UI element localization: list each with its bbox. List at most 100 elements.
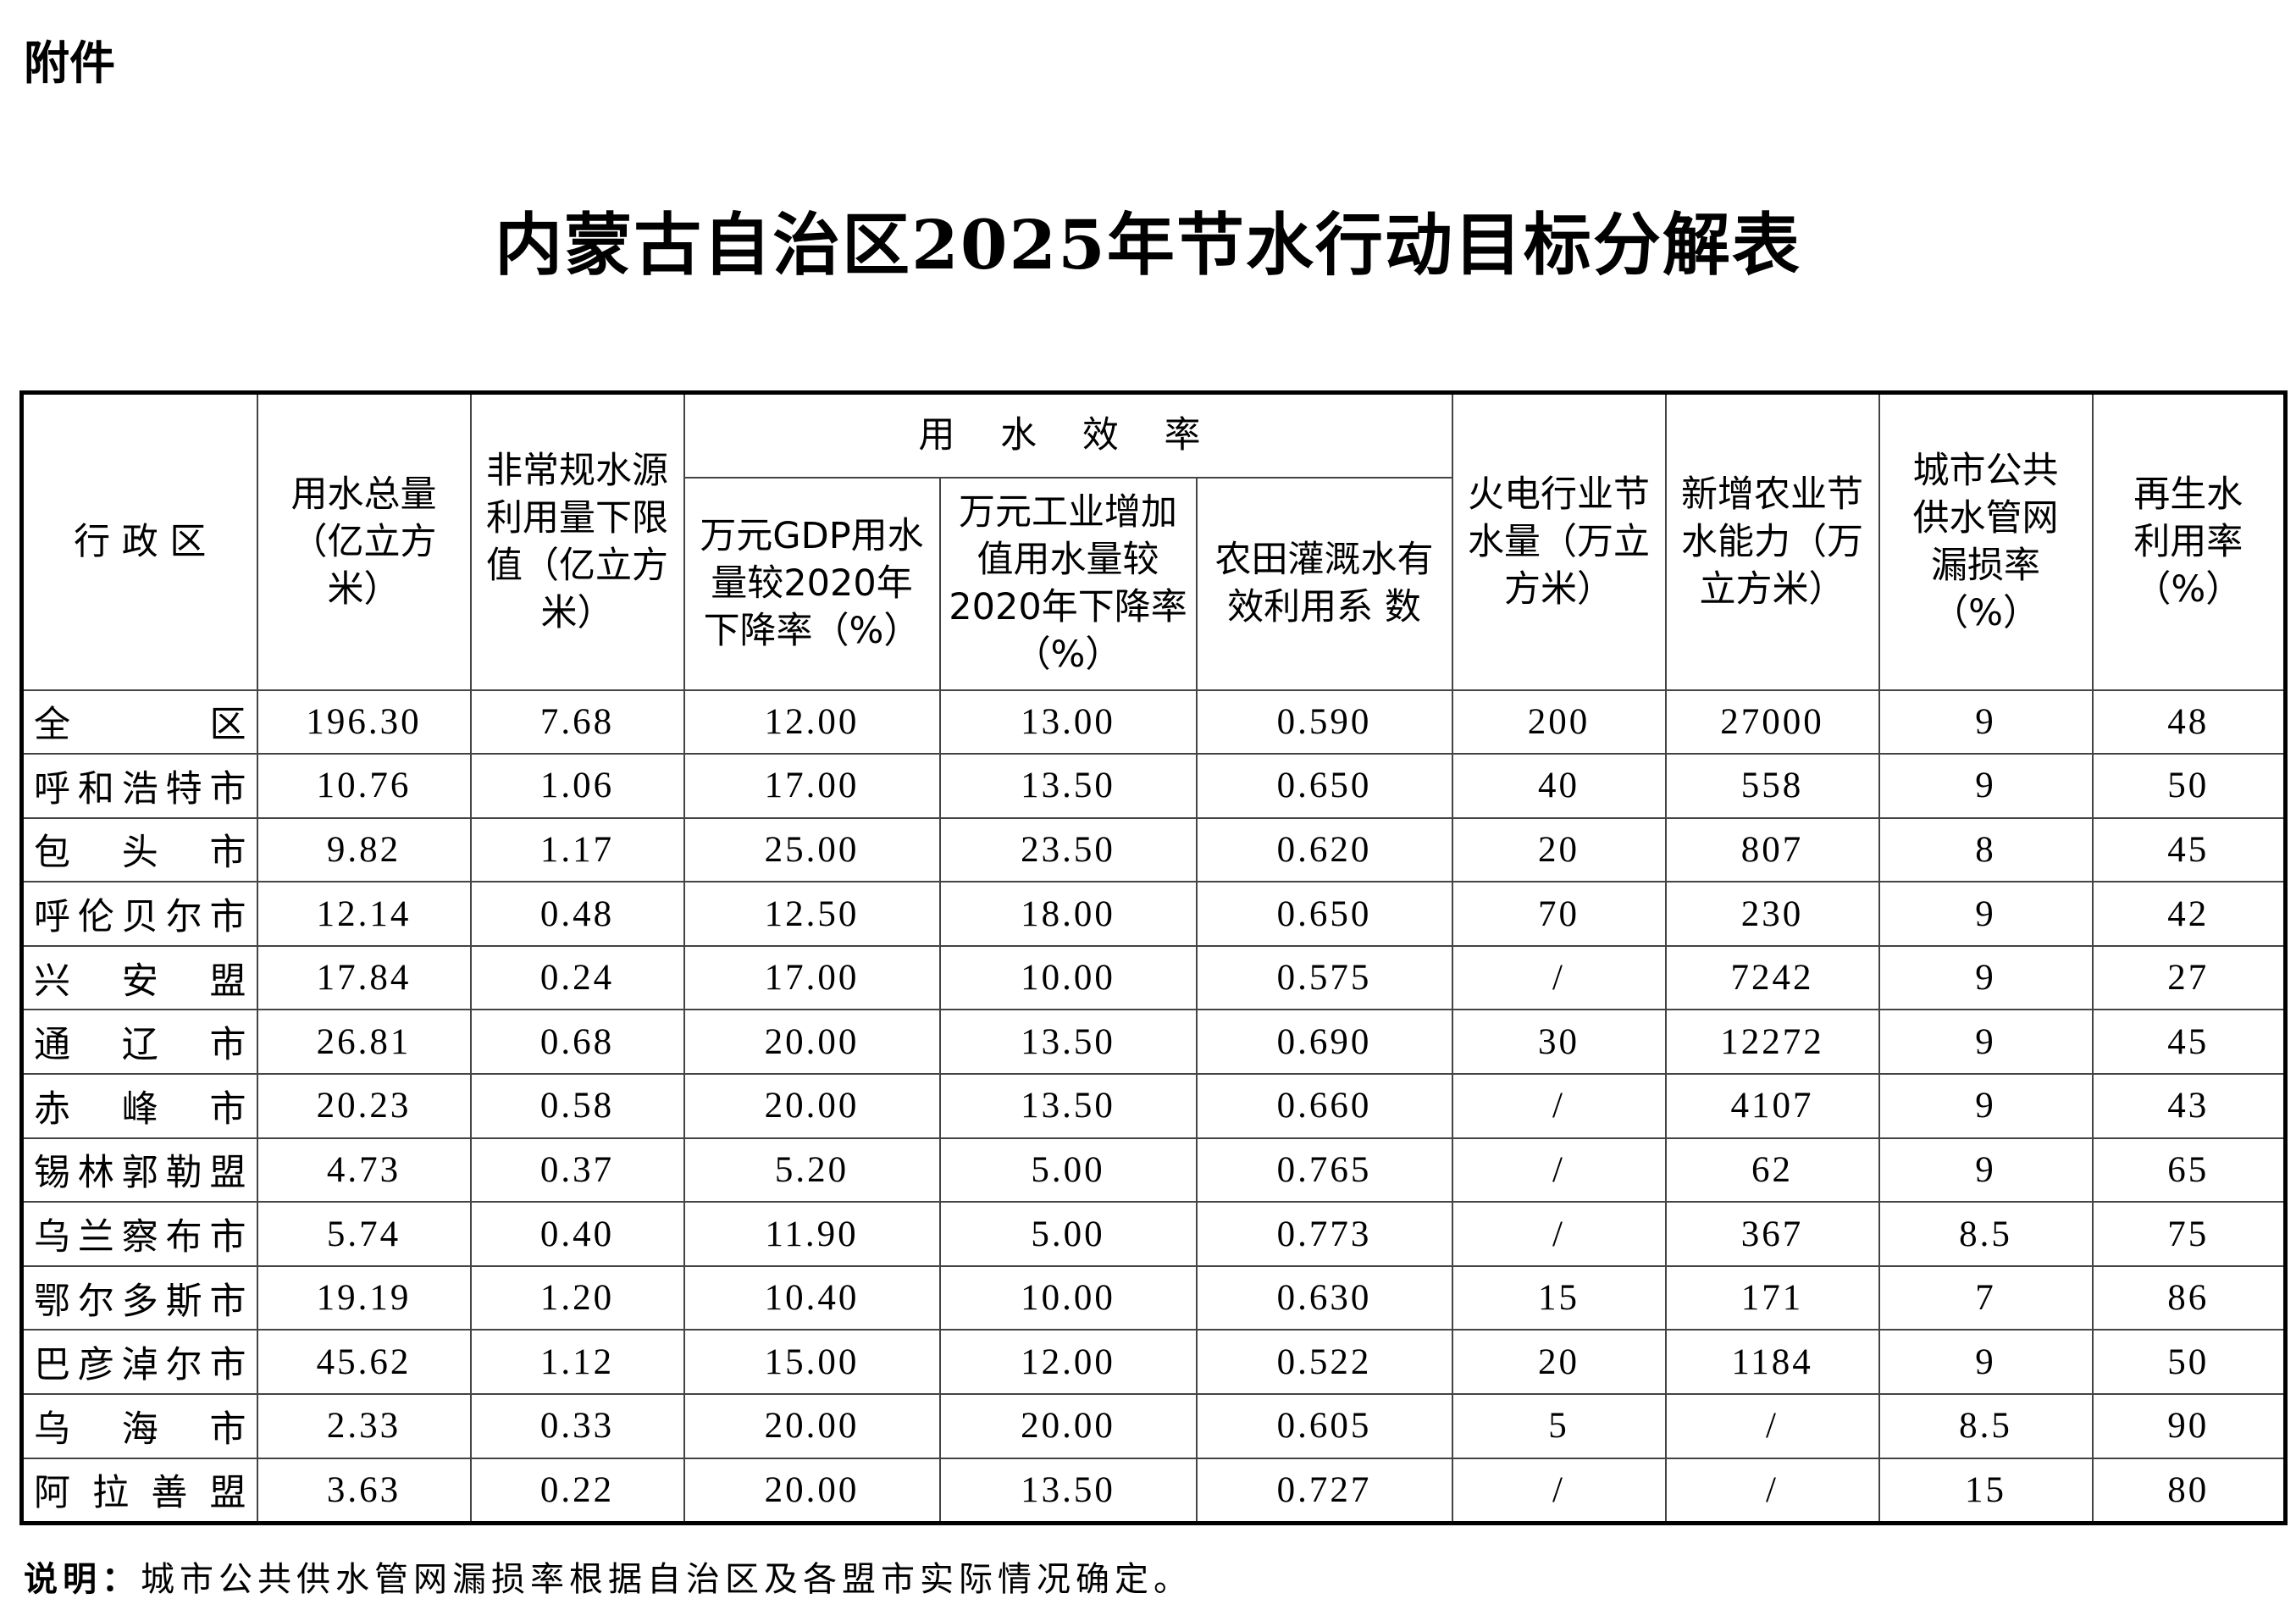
region-name: 鄂尔多斯市 [20,1264,258,1331]
table-cell: 0.40 [469,1201,685,1267]
table-cell: 17.00 [683,753,941,819]
table-cell: 0.58 [469,1073,685,1139]
table-cell: 20.00 [683,1457,941,1524]
table-cell: 5.00 [938,1201,1198,1267]
table-row: 通 辽 市 26.81 0.68 20.00 13.50 0.690 30 12272 9 45 [20,1009,2287,1076]
table-cell: 25.00 [683,816,941,883]
footnote: 说明：城市公共供水管网漏损率根据自治区及各盟市实际情况确定。 [24,1552,1192,1601]
header-gdp-decline: 万元GDP用水量较2020年下降率（%） [683,476,941,691]
table-cell: 171 [1664,1264,1880,1331]
table-cell: 10.40 [683,1264,941,1331]
table-row: 乌 海 市 2.33 0.33 20.00 20.00 0.605 5/8.5 90 [20,1393,2287,1459]
table-cell: 0.575 [1195,944,1453,1011]
table-cell: 20 [1451,816,1667,883]
table-row: 鄂尔多斯市 19.19 1.20 10.40 10.00 0.630 15 171 7 86 [20,1264,2287,1331]
table-row: 全 区 196.30 7.68 12.00 13.00 0.590 200 27000 9 48 [20,689,2287,755]
table-cell: 23.50 [938,816,1198,883]
region-name: 巴彦淖尔市 [20,1329,258,1396]
table-cell: 0.630 [1195,1264,1453,1331]
table-cell: 20.00 [683,1073,941,1139]
header-agri-capacity: 新增农业节水能力（万立方米） [1664,391,1880,691]
table-cell: 50 [2091,753,2287,819]
water-saving-targets-table: 行 政 区 用水总量（亿立方米） 非常规水源利用量下限值（亿立方米） 用 水 效… [19,390,2288,1526]
table-cell: 70 [1451,881,1667,947]
table-row: 兴 安 盟 17.84 0.24 17.00 10.00 0.575/7242 9 27 [20,944,2287,1011]
table-cell: 0.650 [1195,753,1453,819]
table-cell: 40 [1451,753,1667,819]
table-cell: 13.00 [938,689,1198,755]
table-cell: 0.522 [1195,1329,1453,1396]
table-cell: 9 [1878,689,2094,755]
table-cell: 4.73 [256,1137,472,1203]
table-cell: 8.5 [1878,1393,2094,1459]
table-cell: 0.765 [1195,1137,1453,1203]
table-cell: 15 [1878,1457,2094,1524]
table-cell: 230 [1664,881,1880,947]
table-cell: 0.37 [469,1137,685,1203]
table-cell: 1.06 [469,753,685,819]
table-cell: 9 [1878,881,2094,947]
region-name: 乌 海 市 [20,1393,258,1459]
table-cell: 13.50 [938,1457,1198,1524]
table-cell: 12272 [1664,1009,1880,1076]
header-industry-decline: 万元工业增加值用水量较2020年下降率（%） [938,476,1198,691]
table-cell: 196.30 [256,689,472,755]
table-cell: 4107 [1664,1073,1880,1139]
table-row: 阿 拉 善 盟 3.63 0.22 20.00 13.50 0.727//15 80 [20,1457,2287,1524]
table-cell: 45.62 [256,1329,472,1396]
header-total-water: 用水总量（亿立方米） [256,391,472,691]
footnote-text: 城市公共供水管网漏损率根据自治区及各盟市实际情况确定。 [141,1560,1192,1599]
table-cell: 12.14 [256,881,472,947]
table-cell: 17.00 [683,944,941,1011]
table-cell: 0.48 [469,881,685,947]
table-cell: 50 [2091,1329,2287,1396]
table-row: 锡林郭勒盟 4.73 0.37 5.20 5.00 0.765/62 9 65 [20,1137,2287,1203]
table-cell: 13.50 [938,1073,1198,1139]
table-cell: 27 [2091,944,2287,1011]
page-title: 内蒙古自治区2025年节水行动目标分解表 [495,205,1801,285]
table-cell: 48 [2091,689,2287,755]
table-cell: 10.00 [938,1264,1198,1331]
table-cell: 10.76 [256,753,472,819]
header-region: 行 政 区 [20,391,258,691]
table-cell: 13.50 [938,1009,1198,1076]
table-cell: 20.00 [683,1009,941,1076]
region-name: 呼和浩特市 [20,753,258,819]
table-cell: 0.605 [1195,1393,1453,1459]
region-name: 兴 安 盟 [20,944,258,1011]
table-cell: 43 [2091,1073,2287,1139]
table-cell: 0.620 [1195,816,1453,883]
table-cell: / [1451,1201,1667,1267]
table-cell: 0.650 [1195,881,1453,947]
table-cell: 0.590 [1195,689,1453,755]
table-cell: 1.20 [469,1264,685,1331]
table-cell: 367 [1664,1201,1880,1267]
region-name: 全 区 [20,689,258,755]
region-name: 乌兰察布市 [20,1201,258,1267]
table-cell: 27000 [1664,689,1880,755]
table-cell: 26.81 [256,1009,472,1076]
table-cell: 0.33 [469,1393,685,1459]
table-cell: 5.20 [683,1137,941,1203]
region-name: 呼伦贝尔市 [20,881,258,947]
table-cell: 9.82 [256,816,472,883]
table-cell: 8.5 [1878,1201,2094,1267]
table-cell: 30 [1451,1009,1667,1076]
table-cell: 12.00 [683,689,941,755]
table-row: 巴彦淖尔市 45.62 1.12 15.00 12.00 0.522 20 1184 9 50 [20,1329,2287,1396]
header-leakage: 城市公共供水管网漏损率（%） [1878,391,2094,691]
table-cell: 90 [2091,1393,2287,1459]
header-irrigation: 农田灌溉水有效利用系 数 [1195,476,1453,691]
table-cell: 2.33 [256,1393,472,1459]
table-cell: 0.690 [1195,1009,1453,1076]
table-cell: 9 [1878,944,2094,1011]
table-cell: 65 [2091,1137,2287,1203]
table-cell: 0.660 [1195,1073,1453,1139]
table-cell: 80 [2091,1457,2287,1524]
header-thermal: 火电行业节水量（万立方米） [1451,391,1667,691]
table-cell: 18.00 [938,881,1198,947]
table-cell: 9 [1878,1137,2094,1203]
table-cell: 45 [2091,816,2287,883]
table-cell: / [1664,1393,1880,1459]
table-cell: 0.68 [469,1009,685,1076]
